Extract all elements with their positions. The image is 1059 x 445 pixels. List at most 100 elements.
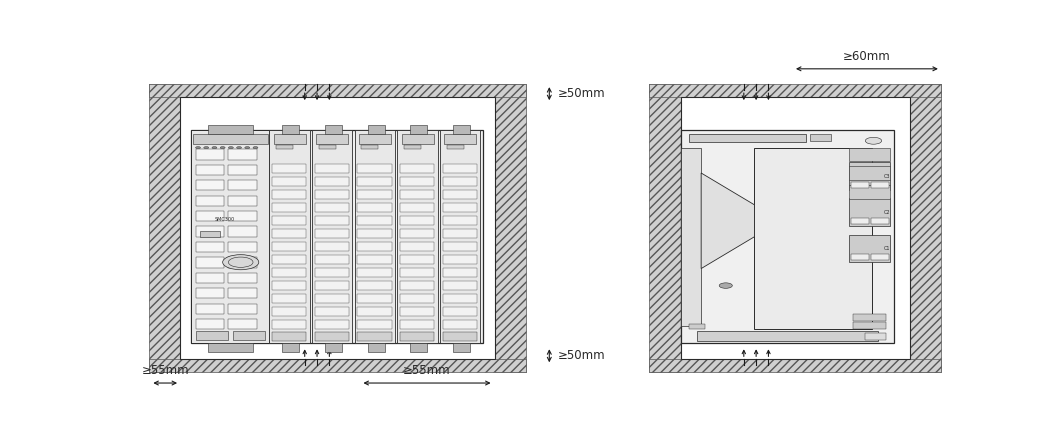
Bar: [196, 180, 225, 190]
Circle shape: [865, 138, 882, 144]
Bar: [443, 294, 477, 303]
Bar: [196, 227, 225, 237]
Bar: [872, 218, 890, 224]
Circle shape: [253, 146, 258, 149]
Bar: [229, 180, 257, 190]
Bar: [400, 332, 434, 341]
Bar: [192, 130, 269, 343]
Bar: [196, 331, 229, 340]
Bar: [148, 84, 180, 372]
Bar: [325, 343, 342, 352]
Bar: [400, 229, 434, 238]
Bar: [317, 134, 348, 144]
Circle shape: [212, 146, 217, 149]
Bar: [196, 242, 225, 252]
Bar: [649, 359, 940, 372]
Bar: [200, 231, 220, 237]
Bar: [649, 84, 940, 97]
Bar: [865, 333, 885, 340]
Bar: [272, 203, 306, 212]
Bar: [325, 125, 342, 134]
Bar: [269, 130, 309, 343]
Text: C2: C2: [883, 210, 890, 215]
Circle shape: [222, 255, 258, 270]
Bar: [196, 273, 225, 283]
Text: ≥50mm: ≥50mm: [557, 349, 605, 362]
Bar: [229, 319, 257, 329]
Bar: [272, 281, 306, 290]
Bar: [312, 130, 353, 343]
Bar: [400, 164, 434, 173]
Bar: [754, 148, 872, 329]
Circle shape: [196, 146, 200, 149]
Bar: [443, 203, 477, 212]
Bar: [359, 134, 391, 144]
Bar: [272, 332, 306, 341]
Bar: [315, 268, 349, 277]
Bar: [272, 268, 306, 277]
Bar: [272, 190, 306, 199]
Bar: [400, 177, 434, 186]
Polygon shape: [701, 173, 754, 269]
Bar: [315, 190, 349, 199]
Bar: [367, 125, 384, 134]
Bar: [400, 190, 434, 199]
Bar: [229, 196, 257, 206]
Bar: [872, 255, 890, 260]
Bar: [273, 134, 306, 144]
Bar: [400, 242, 434, 251]
Bar: [357, 255, 392, 264]
Bar: [850, 218, 868, 224]
Bar: [229, 257, 257, 267]
Text: ≥55mm: ≥55mm: [403, 364, 451, 377]
Bar: [272, 164, 306, 173]
Bar: [272, 255, 306, 264]
Bar: [649, 84, 681, 372]
Bar: [852, 314, 885, 321]
Bar: [400, 281, 434, 290]
Bar: [272, 229, 306, 238]
Bar: [850, 255, 868, 260]
Bar: [447, 145, 464, 150]
Bar: [357, 281, 392, 290]
Bar: [229, 150, 257, 160]
Bar: [357, 216, 392, 225]
Bar: [315, 255, 349, 264]
Bar: [315, 177, 349, 186]
Bar: [272, 177, 306, 186]
Circle shape: [229, 146, 233, 149]
Bar: [208, 343, 253, 352]
Bar: [852, 322, 885, 329]
Bar: [849, 148, 890, 162]
Bar: [196, 196, 225, 206]
Bar: [910, 84, 940, 372]
Bar: [196, 303, 225, 314]
Bar: [443, 164, 477, 173]
Bar: [453, 125, 470, 134]
Bar: [315, 332, 349, 341]
Bar: [443, 320, 477, 329]
Bar: [315, 229, 349, 238]
Bar: [357, 332, 392, 341]
Bar: [148, 359, 526, 372]
Bar: [272, 242, 306, 251]
Bar: [697, 331, 878, 341]
Bar: [208, 125, 253, 134]
Bar: [229, 303, 257, 314]
Bar: [849, 185, 890, 199]
Bar: [443, 229, 477, 238]
Bar: [849, 162, 890, 190]
Circle shape: [236, 146, 241, 149]
Bar: [397, 130, 437, 343]
Circle shape: [203, 146, 209, 149]
Bar: [400, 294, 434, 303]
Bar: [410, 125, 428, 134]
Bar: [315, 307, 349, 316]
Bar: [849, 166, 890, 180]
Bar: [357, 268, 392, 277]
Bar: [229, 288, 257, 299]
Bar: [357, 164, 392, 173]
Bar: [445, 134, 477, 144]
Bar: [400, 255, 434, 264]
Bar: [361, 145, 378, 150]
